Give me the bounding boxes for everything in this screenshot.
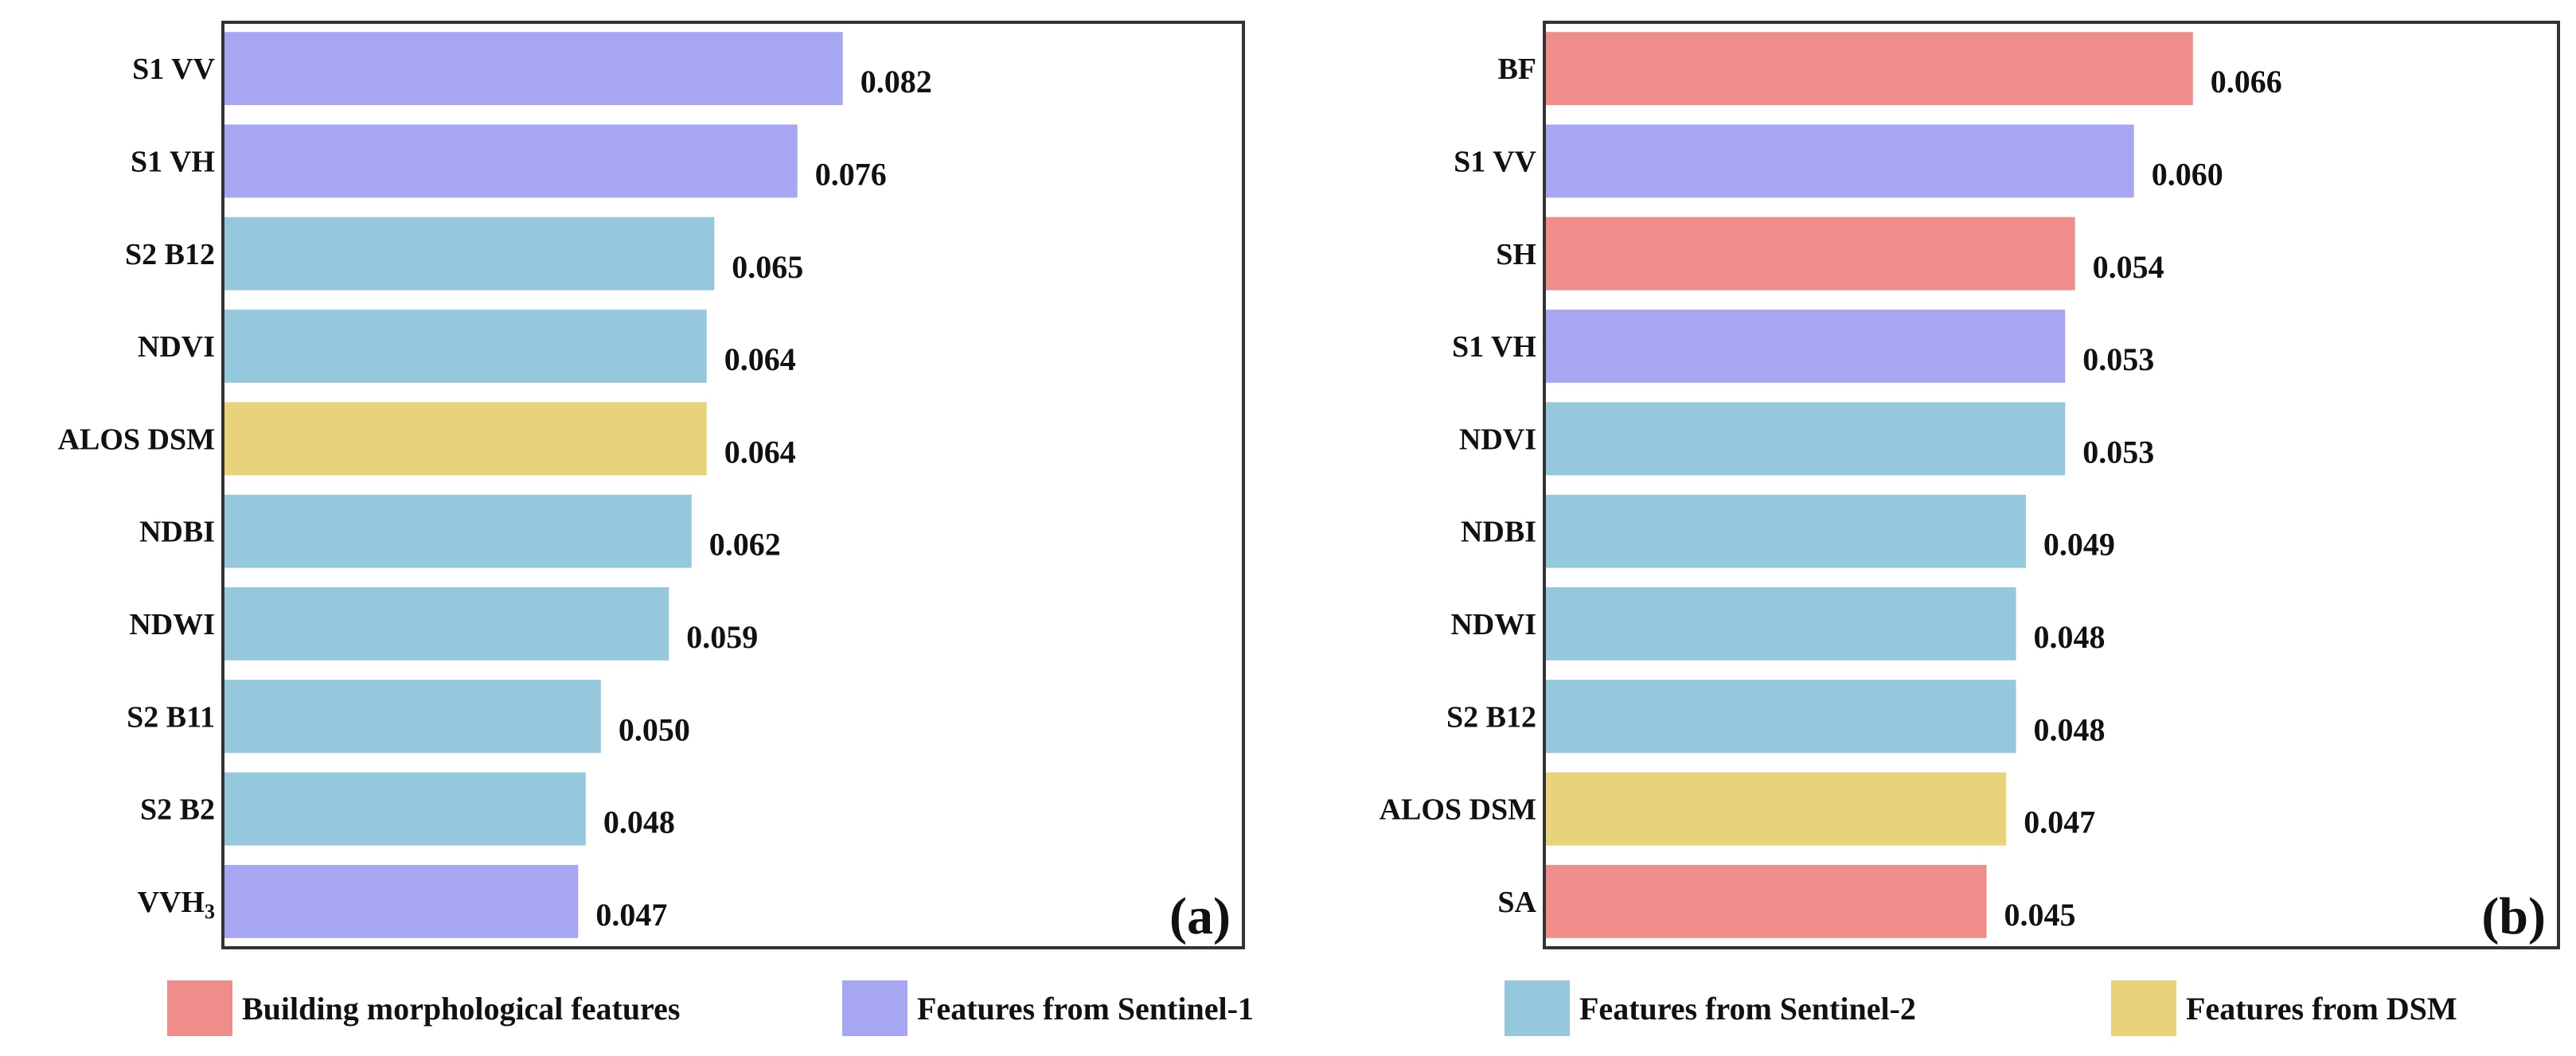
value-label: 0.060 (2152, 156, 2223, 192)
category-label: S1 VH (131, 145, 215, 178)
legend-label-building: Building morphological features (242, 990, 681, 1027)
legend-label-sentinel1: Features from Sentinel-1 (917, 990, 1254, 1027)
category-label: ALOS DSM (1380, 793, 1536, 827)
legend-item-sentinel2: Features from Sentinel-2 (1505, 980, 1916, 1036)
category-label: NDBI (139, 516, 215, 549)
value-label: 0.059 (686, 619, 758, 655)
bar (223, 124, 798, 198)
category-label: NDVI (138, 330, 215, 364)
bar (223, 494, 692, 568)
bar (1544, 680, 2016, 754)
bar (1544, 587, 2016, 660)
bar (1544, 310, 2066, 383)
value-label: 0.053 (2082, 341, 2154, 377)
legend-swatch-building (167, 980, 232, 1036)
category-label: ALOS DSM (58, 423, 215, 456)
category-label: S2 B2 (140, 793, 215, 827)
bar (1544, 402, 2066, 476)
category-label: NDWI (1450, 608, 1536, 641)
category-label: S1 VH (1452, 330, 1536, 364)
value-label: 0.047 (2024, 805, 2095, 840)
legend: Building morphological features Features… (0, 972, 2576, 1044)
value-label: 0.065 (732, 249, 803, 285)
value-label: 0.053 (2082, 434, 2154, 470)
value-label: 0.050 (619, 711, 690, 747)
bar (1544, 32, 2193, 106)
bar (1544, 772, 2007, 846)
bar (223, 402, 707, 476)
category-label: NDVI (1459, 423, 1536, 456)
legend-label-dsm: Features from DSM (2186, 990, 2457, 1027)
category-label: S2 B11 (127, 700, 215, 734)
bar (223, 216, 715, 290)
value-label: 0.064 (724, 341, 796, 377)
legend-item-sentinel1: Features from Sentinel-1 (842, 980, 1254, 1036)
category-label: S1 VV (132, 53, 215, 86)
bar (1544, 864, 1987, 938)
panel-label: (a) (1169, 887, 1231, 945)
legend-swatch-sentinel2 (1505, 980, 1570, 1036)
category-label: VVH3 (138, 886, 215, 923)
bar (223, 772, 586, 846)
value-label: 0.048 (2034, 619, 2106, 655)
panel-b-chart: BF 0.066 S1 VV 0.060 SH 0.054 S1 VH 0.053 NDVI 0.… (1380, 21, 2560, 949)
value-label: 0.064 (724, 434, 796, 470)
category-label: S1 VV (1454, 145, 1536, 178)
category-label: SA (1497, 886, 1536, 919)
value-label: 0.076 (815, 156, 887, 192)
value-label: 0.049 (2043, 527, 2115, 563)
panel-a-chart: S1 VV 0.082 S1 VH 0.076 S2 B12 0.065 NDVI 0.064… (58, 21, 1245, 949)
category-label-subscript: 3 (205, 900, 215, 923)
bar (223, 680, 601, 754)
category-label: SH (1496, 238, 1536, 271)
value-label: 0.048 (603, 805, 675, 840)
bar (1544, 216, 2075, 290)
legend-item-building: Building morphological features (167, 980, 680, 1036)
bar (223, 32, 843, 106)
value-label: 0.045 (2004, 897, 2076, 933)
category-label: S2 B12 (1446, 700, 1536, 734)
legend-swatch-dsm (2111, 980, 2176, 1036)
legend-swatch-sentinel1 (842, 980, 907, 1036)
bar (223, 864, 579, 938)
value-label: 0.048 (2034, 711, 2106, 747)
category-label: S2 B12 (125, 238, 215, 271)
value-label: 0.066 (2211, 64, 2282, 99)
legend-label-sentinel2: Features from Sentinel-2 (1579, 990, 1916, 1027)
plot-frame (221, 21, 1245, 949)
bar (223, 587, 669, 660)
value-label: 0.062 (709, 527, 781, 563)
category-label: BF (1497, 53, 1536, 86)
bar (1544, 494, 2026, 568)
value-label: 0.054 (2093, 249, 2164, 285)
category-label: NDWI (129, 608, 215, 641)
plot-frame (1543, 21, 2560, 949)
legend-item-dsm: Features from DSM (2111, 980, 2457, 1036)
bar (1544, 124, 2134, 198)
bar (223, 310, 707, 383)
value-label: 0.047 (595, 897, 667, 933)
category-label: NDBI (1461, 516, 1536, 549)
panel-label: (b) (2481, 887, 2546, 945)
value-label: 0.082 (861, 64, 932, 99)
